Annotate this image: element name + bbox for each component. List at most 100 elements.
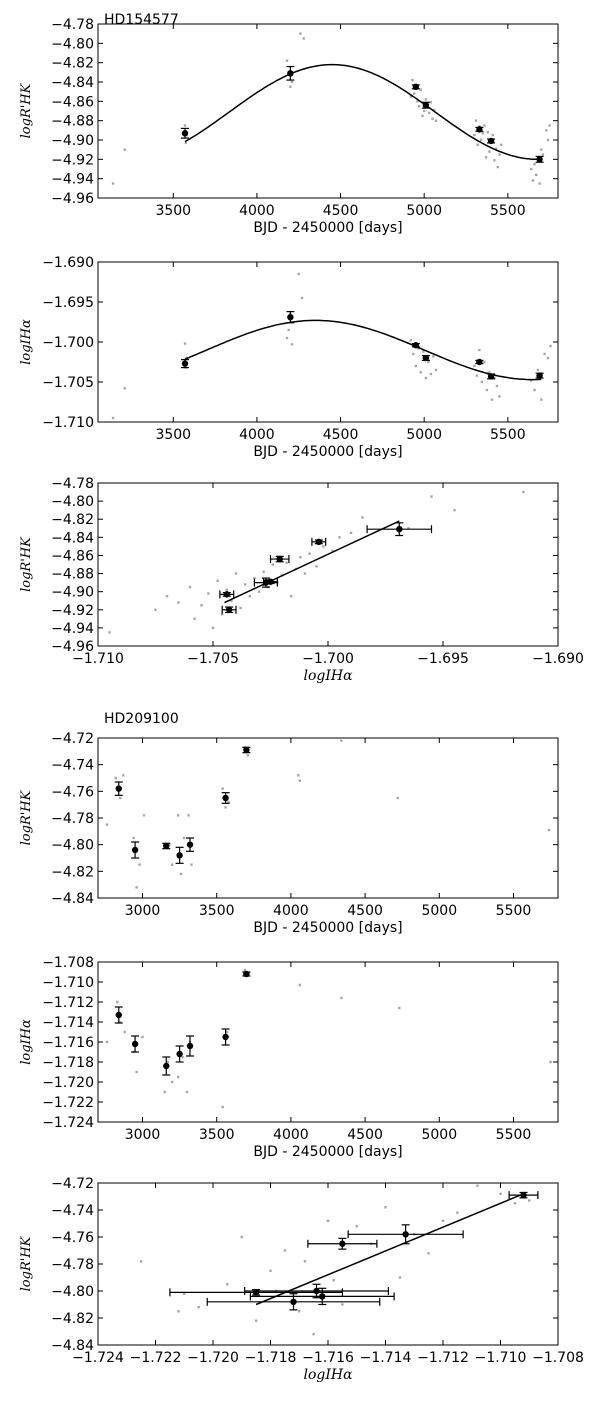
chart-5: 3000 3500 4000 4500 5000 5500 −1.724 −1.722 −1.7… [19, 955, 559, 1160]
raw-point [116, 1000, 119, 1004]
raw-point [122, 774, 125, 777]
raw-point [105, 823, 109, 826]
raw-point [530, 167, 533, 171]
raw-point [257, 590, 261, 593]
raw-point [308, 552, 311, 555]
y-tick-label: −4.82 [51, 56, 94, 72]
raw-point [338, 536, 341, 539]
chart-4: 3000 3500 4000 4500 5000 5500 −4.84 −4.82 −4.80 −… [19, 731, 559, 936]
raw-point [424, 376, 428, 380]
binned-point [225, 606, 233, 613]
y-tick-label: −4.80 [51, 494, 94, 510]
raw-point [473, 133, 476, 137]
raw-point [488, 371, 491, 374]
raw-point [183, 124, 187, 127]
plots-group: 3500 4000 4500 5000 5500 −4.96 −4.94 −4.92 −4.90… [19, 17, 584, 1383]
y-tick-label: −4.80 [51, 838, 94, 854]
raw-point [483, 360, 486, 364]
raw-point [287, 328, 290, 332]
raw-point [384, 1206, 387, 1209]
x-tick-label: 5000 [421, 1127, 457, 1143]
y-tick-label: −4.80 [51, 1284, 94, 1300]
raw-point [533, 162, 536, 166]
raw-point [197, 1306, 200, 1309]
raw-point [547, 828, 551, 832]
y-axis-label: logIHα [19, 319, 34, 365]
raw-point [227, 800, 230, 804]
raw-point [432, 355, 435, 358]
binned-point [487, 373, 495, 380]
y-tick-label: −4.86 [51, 94, 94, 110]
x-tick-label: 5500 [490, 427, 526, 443]
raw-point [271, 563, 274, 566]
raw-point [230, 599, 233, 602]
raw-point [165, 594, 169, 598]
raw-point [187, 814, 190, 817]
y-tick-label: −4.96 [51, 191, 94, 207]
raw-point [290, 343, 294, 346]
y-tick-label: −4.96 [51, 639, 94, 655]
raw-point [441, 1219, 445, 1222]
binned-point [476, 126, 483, 133]
raw-point [493, 376, 496, 380]
x-tick-label: 3000 [125, 903, 161, 919]
raw-point [549, 1060, 552, 1064]
fit-line [255, 1193, 524, 1306]
raw-point [166, 1060, 169, 1064]
raw-point [254, 1319, 258, 1322]
raw-point [540, 398, 543, 401]
y-tick-label: −4.90 [51, 585, 94, 601]
raw-point [234, 572, 238, 575]
y-tick-label: −4.94 [51, 172, 94, 188]
raw-point [543, 352, 546, 356]
plot-frame [97, 737, 559, 899]
x-tick-label: −1.700 [302, 651, 354, 667]
raw-point [123, 1030, 126, 1034]
binned-point [487, 137, 495, 145]
raw-point [183, 1292, 186, 1295]
binned-point [115, 1011, 122, 1019]
raw-point [430, 495, 433, 498]
y-tick-label: −1.718 [42, 1055, 94, 1071]
raw-point [207, 592, 210, 595]
raw-point [298, 779, 302, 782]
raw-point [154, 608, 157, 611]
x-tick-label: 3500 [155, 427, 191, 443]
raw-point [531, 179, 535, 182]
binned-point [339, 1240, 346, 1247]
binned-point [222, 794, 229, 802]
x-tick-label: 4500 [347, 903, 383, 919]
x-tick-label: −1.710 [72, 651, 124, 667]
raw-point [349, 531, 353, 535]
y-tick-label: −1.716 [42, 1035, 94, 1051]
x-tick-label: 4500 [323, 427, 359, 443]
raw-point [355, 1225, 358, 1228]
y-tick-label: −4.78 [51, 811, 94, 827]
raw-point [429, 372, 433, 376]
raw-point [142, 814, 146, 817]
binned-point [536, 372, 543, 379]
raw-point [427, 1252, 430, 1255]
raw-point [490, 398, 494, 401]
raw-point [428, 111, 431, 115]
star-title-hd209100: HD209100 [104, 711, 179, 727]
raw-point [340, 739, 343, 742]
raw-point [132, 836, 135, 840]
raw-point [225, 1030, 229, 1034]
raw-point [398, 1276, 402, 1279]
x-tick-label: 4500 [323, 203, 359, 219]
raw-point [184, 141, 188, 145]
binned-point [186, 841, 194, 848]
y-tick-label: −4.92 [51, 603, 94, 619]
raw-point [546, 356, 550, 360]
raw-point [240, 1235, 243, 1239]
raw-point [224, 806, 227, 809]
raw-point [168, 843, 171, 846]
raw-point [427, 360, 430, 364]
fit-line [224, 520, 400, 604]
raw-point [139, 1260, 143, 1263]
binned-point [313, 1287, 320, 1295]
x-tick-label: 5000 [406, 203, 442, 219]
x-axis-label: logIHα [303, 1367, 353, 1383]
raw-point [417, 347, 420, 350]
